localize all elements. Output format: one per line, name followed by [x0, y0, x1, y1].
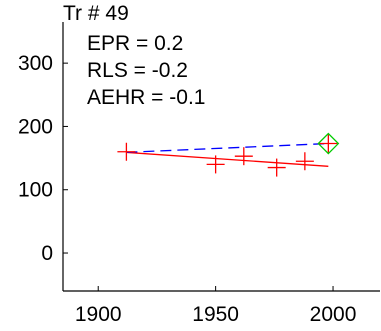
x-tick-label: 1950 [192, 303, 239, 326]
x-tick-label: 1900 [75, 303, 122, 326]
plot-area [63, 22, 380, 291]
epr-annotation: EPR = 0.2 [87, 32, 183, 55]
highlight-diamond-marker [317, 132, 340, 155]
data-point [295, 152, 314, 171]
rls-annotation: RLS = -0.2 [87, 59, 188, 82]
data-point [206, 155, 225, 174]
x-tick-label: 2000 [310, 303, 357, 326]
data-point [267, 158, 286, 177]
y-tick-label: 200 [18, 115, 53, 138]
data-point [234, 147, 253, 166]
data-point [117, 142, 136, 161]
trend-line-solid [126, 151, 329, 167]
plot-background [63, 22, 380, 291]
y-tick-label: 100 [18, 179, 53, 202]
y-tick-label: 0 [41, 242, 53, 265]
axes [62, 22, 380, 292]
y-tick-label: 300 [18, 52, 53, 75]
data-point [319, 134, 338, 153]
chart-title: Tr # 49 [63, 2, 129, 25]
chart-marks [117, 132, 340, 177]
tick-labels: 0 100 200 300 1900 1950 2000 [18, 52, 356, 326]
aehr-annotation: AEHR = -0.1 [87, 86, 205, 109]
